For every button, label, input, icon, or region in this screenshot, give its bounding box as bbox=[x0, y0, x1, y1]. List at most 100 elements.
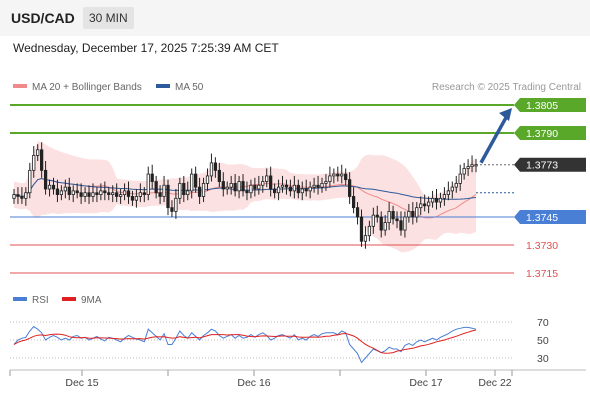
x-tick-label-1: Dec 16 bbox=[237, 377, 270, 389]
candle-body bbox=[79, 192, 83, 197]
candle-body bbox=[387, 210, 391, 223]
candle-100 bbox=[407, 203, 411, 223]
candle-76 bbox=[312, 177, 316, 193]
candle-41 bbox=[174, 189, 178, 219]
candle-22 bbox=[99, 183, 103, 201]
candle-body bbox=[359, 216, 364, 242]
candle-body bbox=[201, 182, 206, 197]
candle-89 bbox=[363, 226, 368, 249]
candle-67 bbox=[276, 179, 281, 201]
candle-body bbox=[115, 192, 119, 197]
legend-swatch-rsi bbox=[13, 297, 27, 301]
candle-101 bbox=[411, 202, 415, 225]
candle-20 bbox=[91, 183, 95, 203]
arrow-shaft bbox=[479, 113, 510, 164]
candle-110 bbox=[446, 181, 450, 201]
candle-body bbox=[474, 164, 478, 167]
candle-23 bbox=[103, 181, 107, 201]
candle-77 bbox=[316, 175, 320, 195]
candle-body bbox=[304, 188, 308, 192]
candle-69 bbox=[284, 179, 289, 195]
level-label-1.3745: 1.3745 bbox=[526, 212, 558, 224]
level-label-1.3730: 1.3730 bbox=[526, 240, 558, 252]
candle-57 bbox=[237, 175, 241, 199]
candle-body bbox=[351, 196, 356, 209]
candle-body bbox=[324, 181, 328, 184]
candle-body bbox=[371, 214, 375, 227]
candle-53 bbox=[221, 172, 225, 197]
candle-body bbox=[261, 181, 265, 186]
candle-38 bbox=[162, 175, 166, 203]
candle-13 bbox=[63, 179, 67, 199]
candle-105 bbox=[426, 196, 431, 214]
candle-body bbox=[138, 192, 142, 197]
candle-body bbox=[355, 207, 360, 218]
candle-body bbox=[43, 169, 48, 190]
candle-body bbox=[280, 184, 285, 188]
candle-body bbox=[32, 154, 36, 171]
candle-body bbox=[454, 182, 458, 188]
candle-82 bbox=[336, 166, 340, 182]
candle-50 bbox=[209, 153, 214, 182]
candle-body bbox=[332, 173, 336, 177]
candle-body bbox=[458, 173, 462, 184]
candle-body bbox=[190, 173, 194, 192]
candle-87 bbox=[355, 202, 360, 225]
candle-95 bbox=[387, 202, 391, 231]
candle-body bbox=[71, 190, 75, 196]
candle-body bbox=[95, 192, 99, 196]
candle-108 bbox=[438, 192, 443, 208]
rsi-9ma-line bbox=[13, 329, 477, 354]
candle-2 bbox=[20, 187, 24, 204]
candle-body bbox=[284, 184, 289, 188]
candle-body bbox=[328, 175, 332, 182]
candle-70 bbox=[288, 179, 293, 197]
rsi-level-label-50: 50 bbox=[537, 335, 549, 347]
candle-body bbox=[229, 182, 233, 188]
candle-body bbox=[466, 166, 470, 169]
candle-body bbox=[340, 173, 344, 177]
candle-19 bbox=[87, 185, 91, 204]
candle-body bbox=[391, 210, 395, 220]
candle-body bbox=[269, 175, 273, 190]
candle-body bbox=[83, 192, 87, 197]
candle-body bbox=[419, 203, 423, 209]
candle-body bbox=[245, 190, 249, 194]
candle-55 bbox=[229, 175, 233, 195]
level-tag-1.3745 bbox=[514, 210, 586, 224]
candle-49 bbox=[205, 168, 210, 191]
candle-86 bbox=[351, 187, 356, 214]
candle-6 bbox=[36, 144, 40, 161]
legend-ma20: MA 20 + Bollinger Bands bbox=[32, 82, 142, 93]
candle-body bbox=[379, 216, 383, 231]
candle-0 bbox=[12, 189, 16, 204]
candle-3 bbox=[24, 187, 28, 206]
candle-62 bbox=[257, 175, 261, 195]
candle-51 bbox=[213, 157, 218, 178]
candle-body bbox=[36, 149, 40, 156]
candle-body bbox=[348, 179, 352, 197]
candle-25 bbox=[111, 185, 115, 203]
target-arrow bbox=[479, 108, 512, 164]
candle-37 bbox=[158, 185, 162, 204]
candle-body bbox=[209, 162, 214, 177]
candle-body bbox=[367, 225, 372, 237]
level-label-1.3805: 1.3805 bbox=[526, 100, 558, 112]
candle-17 bbox=[79, 183, 83, 204]
candle-body bbox=[24, 192, 28, 199]
x-tick-label-0: Dec 15 bbox=[65, 377, 98, 389]
candle-body bbox=[111, 192, 115, 196]
candle-94 bbox=[383, 215, 387, 236]
timeframe-badge[interactable]: 30 MIN bbox=[83, 7, 134, 29]
candle-body bbox=[63, 186, 67, 192]
candle-body bbox=[59, 190, 64, 196]
candle-body bbox=[249, 184, 253, 194]
candle-body bbox=[265, 175, 269, 182]
candle-body bbox=[395, 218, 399, 222]
symbol-title: USD/CAD bbox=[11, 10, 75, 26]
candle-93 bbox=[379, 211, 383, 238]
candle-81 bbox=[332, 168, 336, 184]
candle-body bbox=[213, 162, 218, 171]
candle-18 bbox=[83, 187, 87, 203]
